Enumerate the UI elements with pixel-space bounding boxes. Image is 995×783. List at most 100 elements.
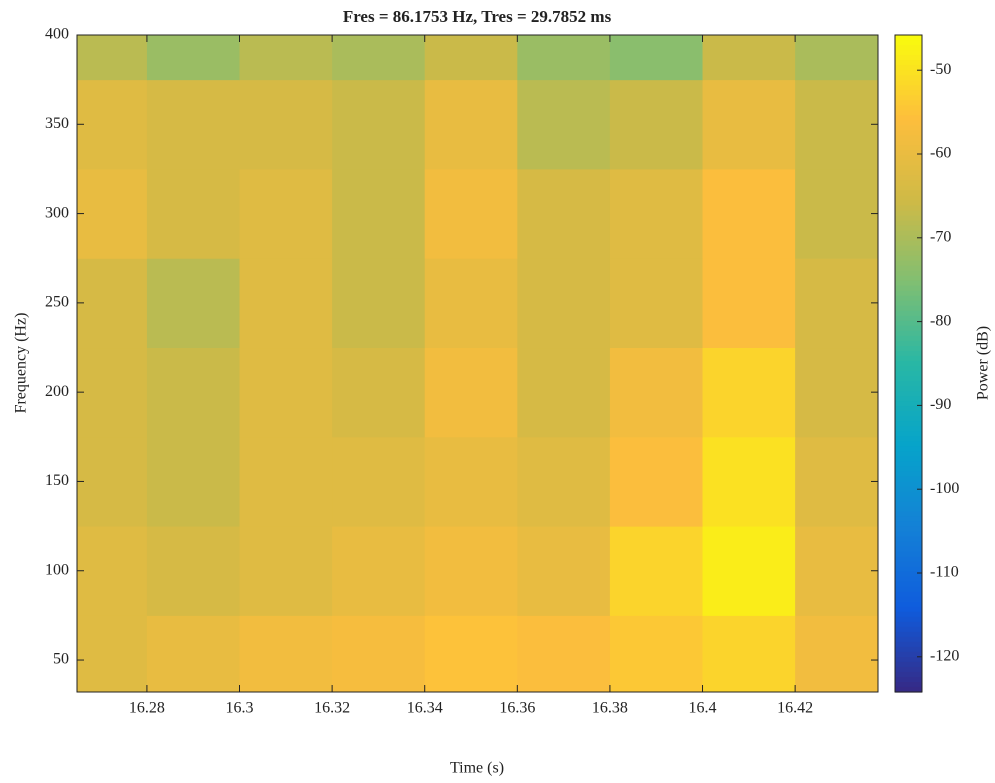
colorbar-swatch: [895, 195, 922, 202]
heatmap-cell: [239, 526, 333, 616]
heatmap-cell: [702, 436, 796, 527]
colorbar-swatch: [895, 250, 922, 257]
colorbar-swatch: [895, 581, 922, 588]
colorbar-swatch: [895, 541, 922, 548]
colorbar-swatch: [895, 125, 922, 131]
colorbar-swatch: [895, 95, 922, 101]
colorbar-swatch: [895, 230, 922, 237]
chart-title: Fres = 86.1753 Hz, Tres = 29.7852 ms: [343, 7, 612, 26]
heatmap-cell: [702, 615, 796, 692]
colorbar-swatch: [895, 521, 922, 528]
colorbar-swatch: [895, 416, 922, 422]
heatmap-cell: [146, 615, 241, 692]
colorbar-swatch: [895, 636, 922, 643]
colorbar-swatch: [895, 330, 922, 337]
colorbar-swatch: [895, 641, 922, 648]
heatmap-cell: [332, 615, 426, 692]
colorbar-swatch: [895, 300, 922, 307]
colorbar-swatch: [895, 160, 922, 166]
colorbar-swatch: [895, 265, 922, 272]
colorbar-swatch: [895, 255, 922, 262]
heatmap-cell: [795, 347, 878, 438]
colorbar-swatch: [895, 381, 922, 387]
colorbar-tick-label: -110: [930, 564, 959, 581]
colorbar-swatch: [895, 340, 922, 347]
heatmap-cell: [332, 79, 426, 170]
colorbar-swatch: [895, 591, 922, 598]
heatmap-cell: [239, 615, 333, 692]
colorbar-swatch: [895, 275, 922, 282]
colorbar-swatch: [895, 140, 922, 146]
heatmap-cell: [702, 258, 796, 349]
colorbar-swatch: [895, 175, 922, 182]
colorbar-swatch: [895, 150, 922, 156]
heatmap-cell: [146, 347, 241, 438]
heatmap-cell: [332, 526, 426, 616]
colorbar-swatch: [895, 501, 922, 508]
heatmap-cell: [146, 258, 241, 349]
colorbar-swatch: [895, 666, 922, 673]
colorbar-tick-label: -50: [930, 61, 951, 78]
colorbar-swatch: [895, 551, 922, 558]
colorbar-swatch: [895, 526, 922, 533]
colorbar-swatch: [895, 421, 922, 427]
colorbar-swatch: [895, 320, 922, 327]
colorbar-swatch: [895, 350, 922, 357]
colorbar-swatch: [895, 471, 922, 477]
plot-frame: [76, 34, 879, 693]
colorbar-label: Power (dB): [975, 326, 992, 400]
heatmap-cell: [795, 79, 878, 170]
heatmap-cell: [609, 79, 704, 170]
colorbar-swatch: [895, 681, 922, 688]
colorbar-swatch: [895, 115, 922, 121]
colorbar-swatch: [895, 506, 922, 513]
heatmap-cell: [795, 168, 878, 259]
heatmap-cell: [239, 347, 333, 438]
heatmap-cell: [239, 436, 333, 527]
colorbar-swatch: [895, 290, 922, 297]
colorbar-swatch: [895, 596, 922, 603]
colorbar-swatch: [895, 55, 922, 61]
heatmap-cell: [239, 168, 333, 259]
colorbar-swatch: [895, 646, 922, 653]
heatmap-cell: [517, 436, 611, 527]
colorbar-swatch: [895, 476, 922, 482]
y-tick-label: 100: [45, 561, 69, 578]
x-tick-label: 16.28: [129, 700, 165, 717]
heatmap-cell: [146, 526, 241, 616]
colorbar-swatch: [895, 155, 922, 161]
colorbar-swatch: [895, 536, 922, 543]
colorbar-swatch: [895, 386, 922, 392]
y-tick-label: 200: [45, 383, 69, 400]
heatmap-cell: [517, 347, 611, 438]
colorbar-swatch: [895, 466, 922, 472]
heatmap-cell: [424, 615, 518, 692]
colorbar-swatch: [895, 215, 922, 222]
colorbar-swatch: [895, 45, 922, 51]
heatmap-cell: [609, 258, 704, 349]
colorbar-swatch: [895, 165, 922, 172]
colorbar-swatch: [895, 481, 922, 487]
colorbar-swatch: [895, 426, 922, 432]
colorbar-swatch: [895, 90, 922, 96]
colorbar-swatch: [895, 406, 922, 412]
colorbar-swatch: [895, 65, 922, 71]
heatmap-cell: [795, 436, 878, 527]
x-tick-label: 16.34: [407, 700, 443, 717]
colorbar-swatch: [895, 391, 922, 397]
colorbar-swatch: [895, 50, 922, 56]
colorbar-swatch: [895, 130, 922, 136]
colorbar-swatch: [895, 145, 922, 151]
colorbar-swatch: [895, 456, 922, 462]
heatmap-cell: [77, 526, 148, 616]
colorbar-swatch: [895, 310, 922, 317]
heatmap-cell: [609, 615, 704, 692]
colorbar-swatch: [895, 315, 922, 322]
y-tick-label: 400: [45, 26, 69, 43]
heatmap-cell: [239, 35, 333, 81]
colorbar-swatch: [895, 35, 922, 41]
colorbar-swatch: [895, 135, 922, 141]
x-tick-label: 16.32: [314, 700, 350, 717]
colorbar-swatch: [895, 546, 922, 553]
colorbar-swatch: [895, 260, 922, 267]
